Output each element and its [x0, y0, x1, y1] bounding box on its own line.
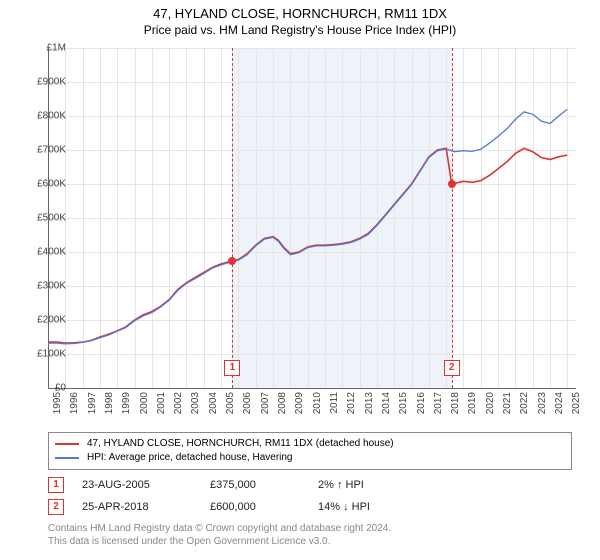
sale-record-price: £375,000: [210, 479, 300, 491]
x-axis-tick-label: 2001: [156, 392, 167, 414]
legend-item: 47, HYLAND CLOSE, HORNCHURCH, RM11 1DX (…: [55, 437, 565, 451]
legend-swatch: [55, 443, 79, 445]
sales-table: 1 23-AUG-2005 £375,000 2% ↑ HPI 2 25-APR-2018…: [48, 474, 370, 518]
x-axis-tick-label: 2023: [537, 392, 548, 414]
legend-label: 47, HYLAND CLOSE, HORNCHURCH, RM11 1DX (…: [87, 437, 394, 451]
x-axis-tick-label: 2017: [433, 392, 444, 414]
legend-label: HPI: Average price, detached house, Have…: [87, 451, 293, 465]
legend-box: 47, HYLAND CLOSE, HORNCHURCH, RM11 1DX (…: [48, 432, 572, 470]
chart-subtitle: Price paid vs. HM Land Registry's House …: [0, 21, 600, 41]
sale-record-row: 1 23-AUG-2005 £375,000 2% ↑ HPI: [48, 474, 370, 496]
x-axis-tick-label: 2022: [519, 392, 530, 414]
sale-record-marker: 1: [48, 477, 64, 493]
y-axis-tick-label: £700K: [37, 145, 66, 156]
x-axis-tick-label: 2002: [173, 392, 184, 414]
x-axis-tick-label: 2016: [416, 392, 427, 414]
y-axis-tick-label: £800K: [37, 111, 66, 122]
sale-record-date: 25-APR-2018: [82, 501, 192, 513]
x-axis-tick-label: 2024: [554, 392, 565, 414]
sale-record-marker: 2: [48, 499, 64, 515]
x-axis-tick-label: 2003: [190, 392, 201, 414]
x-axis-tick-label: 2009: [294, 392, 305, 414]
y-axis-tick-label: £400K: [37, 247, 66, 258]
x-axis-tick-label: 2005: [225, 392, 236, 414]
y-axis-tick-label: £200K: [37, 315, 66, 326]
sale-record-price: £600,000: [210, 501, 300, 513]
chart-container: 47, HYLAND CLOSE, HORNCHURCH, RM11 1DX P…: [0, 0, 600, 560]
sale-record-date: 23-AUG-2005: [82, 479, 192, 491]
x-axis-tick-label: 1996: [69, 392, 80, 414]
x-axis-tick-label: 2007: [260, 392, 271, 414]
x-axis-tick-label: 2015: [398, 392, 409, 414]
x-axis-tick-label: 2010: [312, 392, 323, 414]
y-axis-tick-label: £600K: [37, 179, 66, 190]
sale-record-delta: 14% ↓ HPI: [318, 501, 370, 513]
y-axis-tick-label: £300K: [37, 281, 66, 292]
x-axis-tick-label: 1998: [104, 392, 115, 414]
legend-item: HPI: Average price, detached house, Have…: [55, 451, 565, 465]
y-axis-tick-label: £1M: [47, 43, 66, 54]
attribution-line-2: This data is licensed under the Open Gov…: [48, 535, 391, 548]
x-axis-tick-label: 2020: [485, 392, 496, 414]
sale-record-delta: 2% ↑ HPI: [318, 479, 364, 491]
chart-title: 47, HYLAND CLOSE, HORNCHURCH, RM11 1DX: [0, 0, 600, 21]
x-axis-tick-label: 2013: [364, 392, 375, 414]
x-axis-tick-label: 1995: [52, 392, 63, 414]
x-axis-tick-label: 2008: [277, 392, 288, 414]
attribution-text: Contains HM Land Registry data © Crown c…: [48, 522, 391, 548]
x-axis-tick-label: 2014: [381, 392, 392, 414]
sale-point-dot: [228, 257, 236, 265]
y-axis-tick-label: £900K: [37, 77, 66, 88]
x-axis-tick-label: 2025: [571, 392, 582, 414]
x-axis-tick-label: 2012: [346, 392, 357, 414]
x-axis-tick-label: 2019: [467, 392, 478, 414]
sale-record-row: 2 25-APR-2018 £600,000 14% ↓ HPI: [48, 496, 370, 518]
y-axis-tick-label: £500K: [37, 213, 66, 224]
series-line-property: [48, 148, 567, 343]
x-axis-tick-label: 2000: [139, 392, 150, 414]
sale-point-dot: [448, 180, 456, 188]
chart-plot-area: 12: [48, 48, 576, 388]
x-axis-tick-label: 2011: [329, 392, 340, 414]
series-line-hpi: [48, 109, 567, 344]
legend-swatch: [55, 457, 79, 459]
x-axis-tick-label: 2006: [242, 392, 253, 414]
x-axis-tick-label: 1999: [121, 392, 132, 414]
x-axis-tick-label: 2018: [450, 392, 461, 414]
x-axis-tick-label: 1997: [87, 392, 98, 414]
attribution-line-1: Contains HM Land Registry data © Crown c…: [48, 522, 391, 535]
y-axis-tick-label: £100K: [37, 349, 66, 360]
x-axis-tick-label: 2004: [208, 392, 219, 414]
x-axis-tick-label: 2021: [502, 392, 513, 414]
series-svg: [48, 48, 576, 388]
x-axis-line: [48, 388, 576, 389]
